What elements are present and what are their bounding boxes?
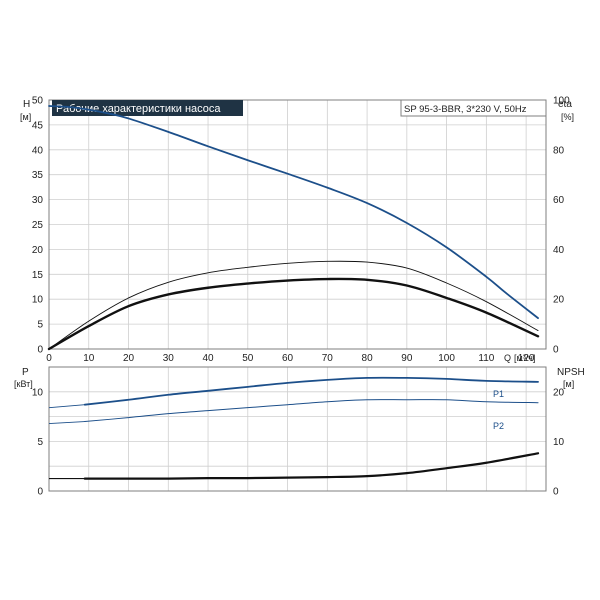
- y-axis-label-npsh: NPSH: [557, 367, 585, 378]
- q-tick-label: 100: [438, 353, 455, 364]
- bottom-series: [48, 376, 540, 480]
- series-p2-extension: [48, 421, 85, 424]
- y-axis-unit-npsh: [м]: [563, 379, 574, 389]
- eta-tick-label: 100: [553, 96, 570, 107]
- h-axis-ticks: 0 5 10 15 20 25 30 35 40 45 50: [32, 96, 44, 356]
- h-tick-label: 10: [32, 295, 44, 306]
- eta-tick-label: 80: [553, 145, 565, 156]
- q-tick-label: 70: [322, 353, 334, 364]
- top-series: [47, 105, 540, 351]
- h-tick-label: 40: [32, 145, 44, 156]
- bottom-plot-frame: [48, 366, 547, 492]
- h-tick-label: 15: [32, 270, 44, 281]
- q-tick-label: 40: [202, 353, 214, 364]
- series-p1-line: [83, 376, 539, 406]
- pump-model-label: SP 95-3-BBR, 3*230 V, 50Hz: [404, 104, 527, 115]
- series-npsh-line: [83, 452, 540, 480]
- q-tick-label: 110: [478, 353, 494, 364]
- h-tick-label: 20: [32, 245, 44, 256]
- q-tick-label: 120: [518, 353, 535, 364]
- h-tick-label: 50: [32, 96, 44, 107]
- npsh-tick-label: 20: [553, 387, 565, 398]
- h-tick-label: 35: [32, 170, 44, 181]
- eta-tick-label: 20: [553, 295, 565, 306]
- p-axis-ticks: 0 5 10: [32, 387, 44, 497]
- q-axis-ticks: 0 10 20 30 40 50 60 70 80 90 100 110 120: [46, 353, 535, 364]
- y-axis-label-eta: eta: [558, 99, 572, 110]
- y-axis-unit-eta: [%]: [561, 112, 574, 122]
- pump-performance-chart: Рабочие характеристики насоса SP 95-3-BB…: [20, 96, 574, 365]
- series-p2-line: [84, 399, 539, 423]
- npsh-tick-label: 10: [553, 437, 565, 448]
- top-plot-frame: [48, 99, 547, 350]
- h-tick-label: 45: [32, 120, 44, 131]
- q-tick-label: 50: [242, 353, 254, 364]
- y-axis-label-p: P: [22, 367, 29, 378]
- h-tick-label: 5: [37, 320, 43, 331]
- series-eta_bold-line: [47, 277, 540, 351]
- q-tick-label: 10: [83, 353, 95, 364]
- q-tick-label: 80: [362, 353, 374, 364]
- h-tick-label: 0: [37, 345, 43, 356]
- q-tick-label: 60: [282, 353, 294, 364]
- eta-tick-label: 0: [553, 345, 559, 356]
- q-tick-label: 90: [401, 353, 413, 364]
- x-axis-unit-q: [м³/ч]: [514, 353, 535, 363]
- p-tick-label: 0: [37, 487, 43, 498]
- series-head-line: [48, 105, 539, 320]
- eta-axis-ticks: 0 20 40 60 80 100: [553, 96, 570, 356]
- y-axis-label-h: H: [23, 99, 30, 110]
- npsh-axis-ticks: 0 10 20: [553, 387, 565, 497]
- q-tick-label: 20: [123, 353, 135, 364]
- eta-tick-label: 40: [553, 245, 565, 256]
- series-eta_thin-line: [48, 260, 539, 350]
- h-tick-label: 30: [32, 195, 44, 206]
- legend-p1: P1: [493, 389, 504, 399]
- series-p1-extension: [48, 404, 85, 409]
- y-axis-unit-h: [м]: [20, 112, 31, 122]
- model-box: [400, 99, 547, 117]
- npsh-tick-label: 0: [553, 487, 559, 498]
- q-tick-label: 0: [46, 353, 52, 364]
- legend-p2: P2: [493, 421, 504, 431]
- eta-tick-label: 60: [553, 195, 565, 206]
- h-tick-label: 25: [32, 220, 44, 231]
- p-tick-label: 5: [37, 437, 43, 448]
- power-npsh-chart: P [кВт] NPSH [м] 0 5 10 0 10 20 P1 P2: [14, 366, 585, 498]
- x-axis-label-q: Q: [504, 353, 511, 363]
- q-tick-label: 30: [163, 353, 175, 364]
- y-axis-unit-p: [кВт]: [14, 379, 33, 389]
- p-tick-label: 10: [32, 387, 44, 398]
